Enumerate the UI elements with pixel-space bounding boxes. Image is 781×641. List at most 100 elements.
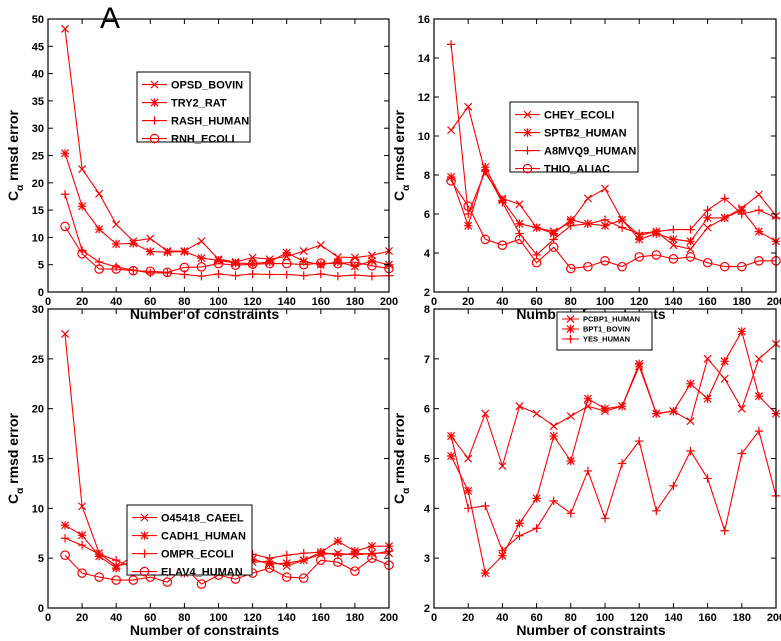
data-point (281, 258, 292, 269)
data-point (163, 247, 172, 257)
data-point (515, 531, 524, 540)
x-tick-label: 40 (496, 296, 508, 308)
chart-4: 0 20 40 60 80 100 120 140 160 180 200 2 3 4 5 6 7 8 Number… (391, 304, 781, 638)
data-point (737, 327, 746, 336)
data-point (737, 449, 746, 458)
x-tick-label: 0 (431, 612, 437, 624)
x-tick-label: 40 (110, 612, 122, 624)
legend-marker (523, 110, 532, 119)
x-tick-label: 0 (45, 296, 51, 308)
x-tick-label: 20 (462, 296, 474, 308)
data-point (60, 534, 70, 543)
series-try2-rat (60, 149, 394, 271)
data-point (497, 240, 508, 250)
legend-marker (566, 314, 575, 324)
series-line (450, 343, 777, 468)
data-point (367, 542, 377, 551)
data-point (464, 209, 473, 219)
series-rash-human (60, 190, 394, 281)
data-point (686, 225, 695, 234)
x-tick-label: 140 (664, 296, 682, 308)
data-point (446, 40, 456, 49)
data-point (481, 166, 490, 176)
data-point (315, 258, 326, 268)
legend: CHEY_ECOLI SPTB2_HUMAN A8MVQ9_HUMAN THIO_AL… (509, 101, 639, 176)
data-point (231, 271, 240, 280)
x-tick-label: 80 (178, 296, 190, 308)
y-tick-label: 25 (32, 354, 44, 366)
data-point (617, 459, 627, 468)
data-point (350, 257, 360, 267)
data-point (703, 223, 712, 232)
data-point (350, 548, 360, 558)
legend-marker (140, 531, 149, 540)
data-point (532, 494, 541, 503)
x-axis-label: Number of constraints (516, 622, 666, 638)
data-point (180, 247, 189, 256)
legend-label: CADH1_HUMAN (161, 531, 246, 543)
data-point (196, 579, 207, 589)
data-point (163, 268, 172, 278)
data-point (635, 359, 644, 369)
x-tick-label: 100 (596, 612, 614, 624)
data-point (583, 394, 593, 403)
y-tick-label: 4 (424, 248, 431, 260)
data-point (514, 234, 525, 245)
data-point (60, 550, 70, 560)
data-point (548, 242, 559, 252)
data-point (720, 526, 729, 535)
data-point (112, 555, 121, 565)
y-tick-label: 20 (32, 404, 44, 416)
data-point (498, 198, 507, 207)
data-point (719, 261, 730, 272)
x-tick-label: 200 (767, 612, 781, 624)
series-a8mvq9-human (446, 40, 781, 260)
data-point (77, 541, 87, 550)
data-point (299, 271, 308, 280)
y-axis-label: Cα rmsd error (5, 109, 26, 201)
data-point (196, 262, 207, 272)
series-elav4-human (60, 550, 394, 589)
data-point (77, 248, 87, 259)
y-tick-label: 14 (418, 53, 431, 65)
data-point (703, 474, 712, 483)
x-tick-label: 60 (144, 612, 156, 624)
data-point (515, 402, 524, 411)
data-point (60, 221, 70, 232)
x-tick-label: 160 (312, 612, 330, 624)
data-point (754, 255, 764, 266)
data-point (197, 237, 206, 246)
series-rnh-ecoli (60, 221, 394, 278)
data-point (78, 502, 87, 511)
data-point (532, 409, 541, 418)
x-tick-label: 140 (278, 612, 296, 624)
data-point (464, 454, 473, 463)
data-point (299, 548, 308, 558)
data-point (532, 250, 541, 260)
data-point (111, 575, 121, 585)
legend-marker (150, 98, 159, 107)
chart-1: 0 20 40 60 80 100 120 140 160 180 200 0 5 10 15 20 25 30 3… (5, 14, 398, 322)
data-point (566, 509, 575, 518)
y-axis-label: Cα rmsd error (391, 412, 412, 504)
series-line (450, 329, 777, 575)
series-line (450, 180, 776, 270)
data-point (61, 329, 70, 338)
data-point (481, 501, 490, 511)
data-point (447, 126, 456, 135)
data-point (298, 573, 309, 583)
data-point (265, 257, 274, 267)
data-point (531, 257, 542, 268)
x-tick-label: 80 (178, 612, 190, 624)
data-point (481, 568, 490, 578)
legend-label: O45418_CAEEL (161, 513, 244, 525)
data-point (566, 215, 575, 225)
data-point (94, 572, 104, 582)
data-point (315, 555, 326, 565)
x-tick-label: 100 (596, 296, 614, 308)
data-point (333, 557, 343, 567)
data-point (112, 563, 121, 573)
x-tick-label: 160 (698, 296, 716, 308)
y-tick-label: 0 (38, 287, 44, 299)
